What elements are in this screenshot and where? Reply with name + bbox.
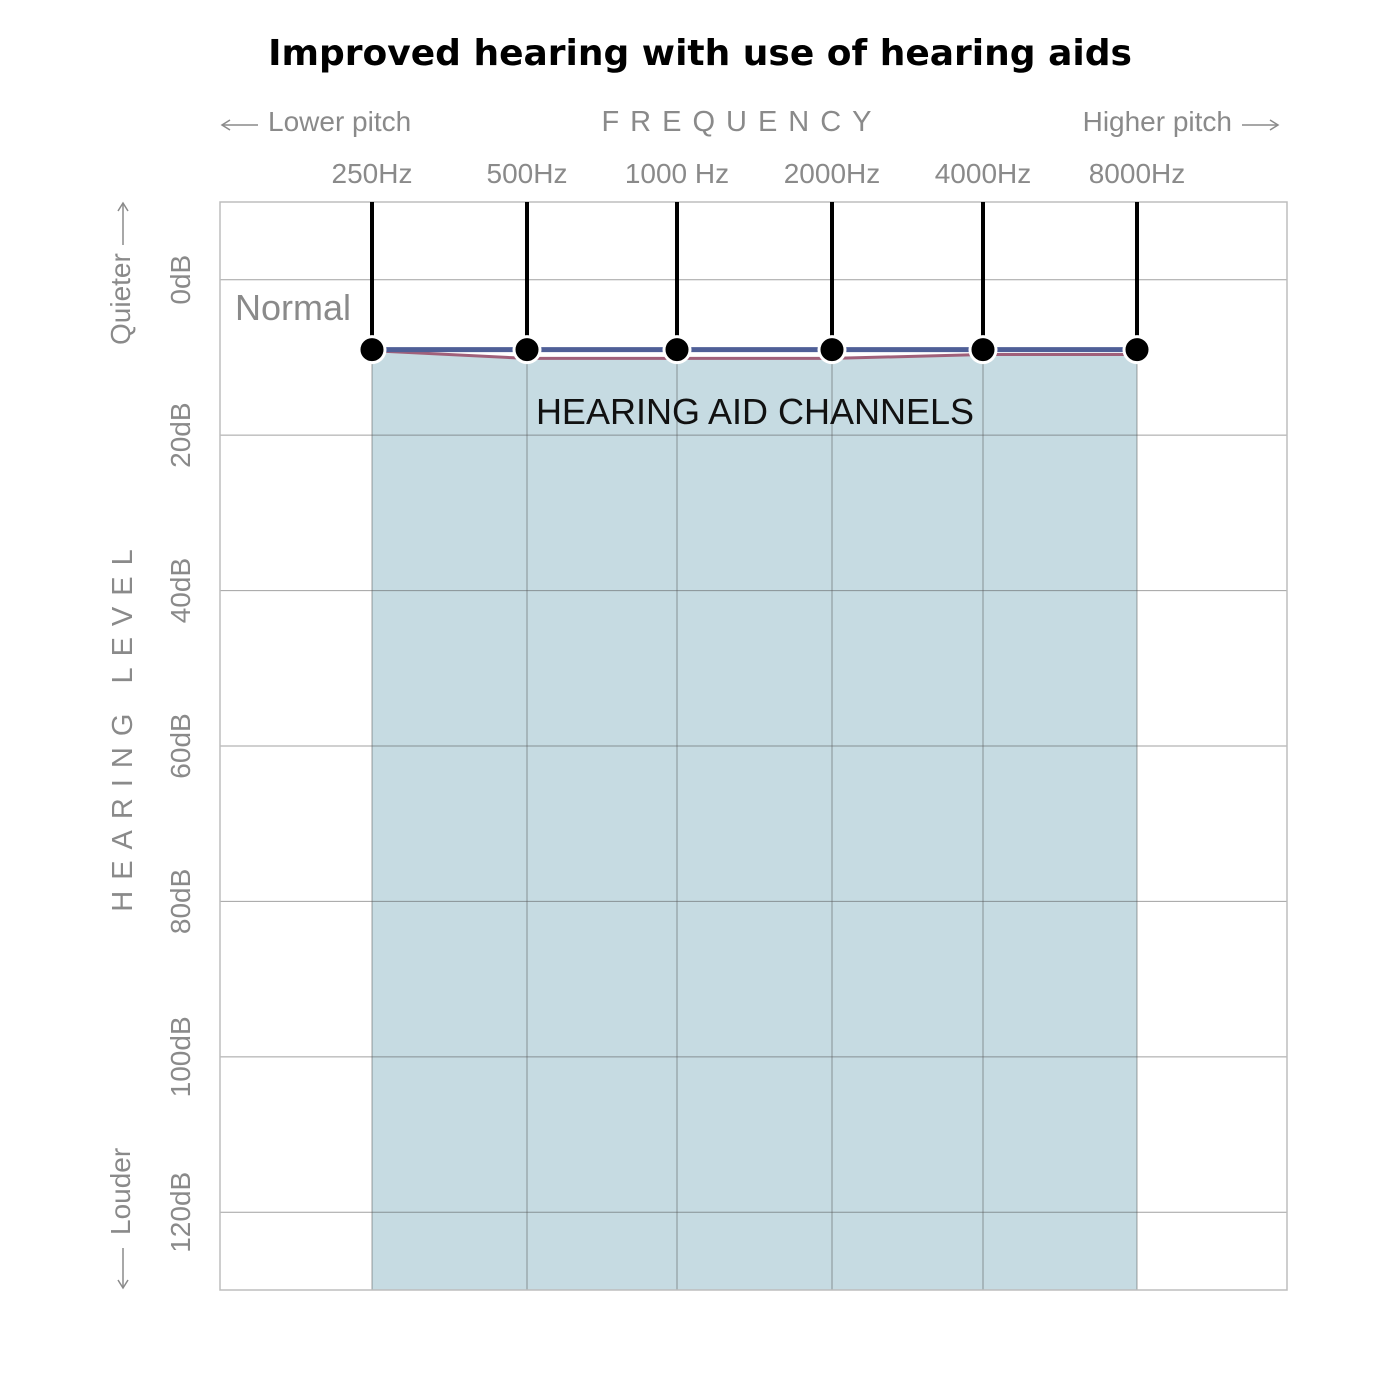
x-tick-label-0: 250Hz xyxy=(332,158,413,189)
threshold-marker-2 xyxy=(662,335,692,365)
x-tick-label-5: 8000Hz xyxy=(1089,158,1186,189)
threshold-marker-5 xyxy=(1122,335,1152,365)
x-axis-right-note: Higher pitch xyxy=(1083,106,1232,137)
grid-layer xyxy=(220,279,1287,1290)
normal-region-label: Normal xyxy=(235,287,351,328)
chart-title: Improved hearing with use of hearing aid… xyxy=(268,33,1132,74)
frequency-stems xyxy=(370,202,1139,350)
x-axis-left-note: Lower pitch xyxy=(268,106,411,137)
threshold-marker-3 xyxy=(817,335,847,365)
y-tick-label-2: 40dB xyxy=(165,558,196,623)
x-tick-label-3: 2000Hz xyxy=(784,158,881,189)
x-axis-label: FREQUENCY xyxy=(601,106,882,138)
hearing-aid-band xyxy=(372,349,1137,1291)
threshold-marker-1 xyxy=(512,335,542,365)
threshold-line-layer xyxy=(371,347,1137,360)
y-tick-label-4: 80dB xyxy=(165,869,196,934)
threshold-line-accent xyxy=(371,349,1137,360)
x-tick-labels: 250Hz 500Hz 1000 Hz 2000Hz 4000Hz 8000Hz xyxy=(332,158,1186,189)
y-tick-label-5: 100dB xyxy=(165,1016,196,1097)
y-axis-top-note: Quieter xyxy=(105,253,136,345)
y-tick-labels: 0dB 20dB 40dB 60dB 80dB 100dB 120dB xyxy=(165,255,196,1253)
threshold-markers xyxy=(357,335,1152,365)
hearing-aid-band-layer xyxy=(372,349,1137,1291)
x-tick-label-2: 1000 Hz xyxy=(625,158,729,189)
y-axis-header: Quieter HEARING LEVEL Louder xyxy=(105,201,139,1290)
x-axis-header: Lower pitch FREQUENCY Higher pitch xyxy=(220,106,1280,138)
threshold-marker-0 xyxy=(357,335,387,365)
y-tick-label-1: 20dB xyxy=(165,402,196,467)
threshold-marker-4 xyxy=(968,335,998,365)
y-axis-label: HEARING LEVEL xyxy=(107,538,139,911)
x-tick-label-1: 500Hz xyxy=(487,158,568,189)
y-tick-label-3: 60dB xyxy=(165,713,196,778)
y-tick-label-6: 120dB xyxy=(165,1172,196,1253)
hearing-aid-channels-label: HEARING AID CHANNELS xyxy=(536,391,974,432)
y-tick-label-0: 0dB xyxy=(165,255,196,305)
x-tick-label-4: 4000Hz xyxy=(935,158,1032,189)
y-axis-bottom-note: Louder xyxy=(105,1148,136,1235)
plot-frame xyxy=(219,201,1288,1291)
